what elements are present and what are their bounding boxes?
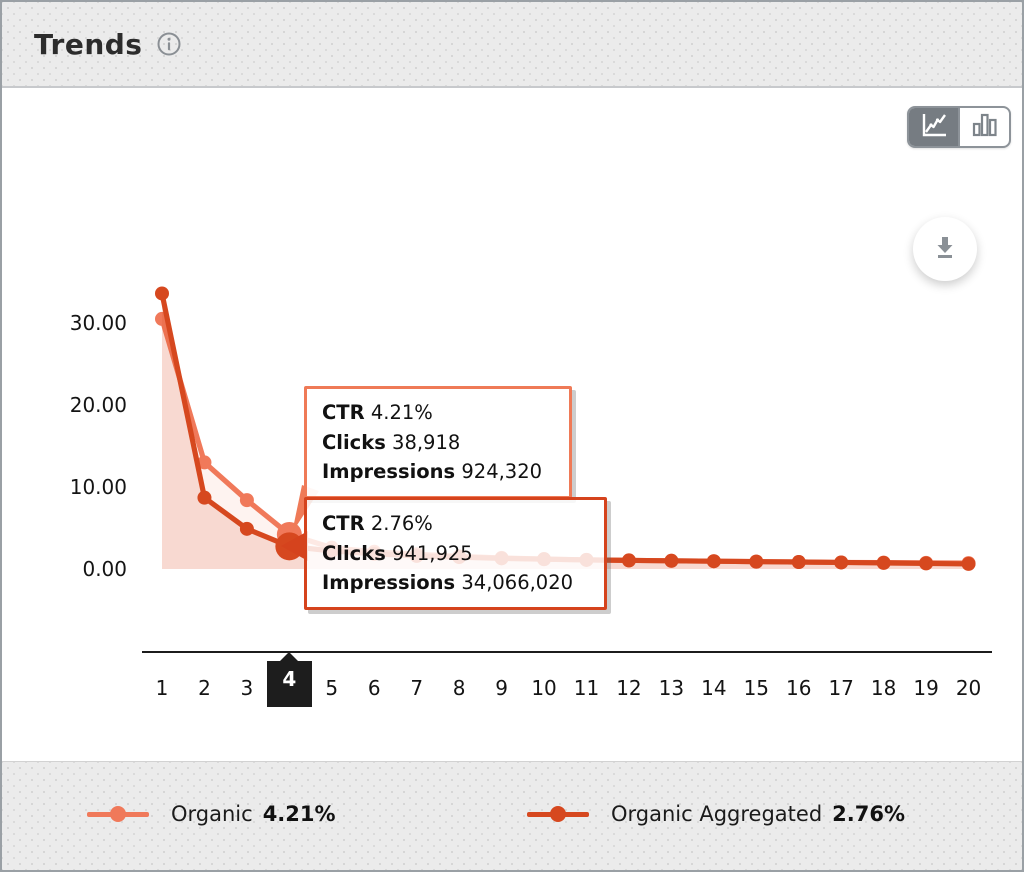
data-point bbox=[706, 554, 721, 569]
data-point bbox=[155, 286, 169, 301]
line-chart-toggle-button[interactable] bbox=[909, 108, 958, 146]
tooltip-row: Impressions 924,320 bbox=[322, 460, 543, 483]
y-axis-label: 30.00 bbox=[69, 311, 127, 335]
info-icon[interactable] bbox=[156, 31, 182, 57]
x-axis-label[interactable]: 9 bbox=[495, 676, 508, 700]
tooltip-row: CTR 2.76% bbox=[322, 512, 433, 535]
x-axis-label[interactable]: 13 bbox=[658, 676, 685, 700]
legend-label: Organic bbox=[171, 802, 253, 826]
tooltip-aggregated-pointer bbox=[281, 531, 308, 561]
x-axis-label[interactable]: 20 bbox=[955, 676, 982, 700]
x-axis-label[interactable]: 19 bbox=[913, 676, 939, 700]
chart-area: 30.00 20.00 10.00 0.00 1 2 3 4 5 6 7 8 9 10 11 12 13 14 1… bbox=[2, 90, 1022, 759]
x-axis-label[interactable]: 12 bbox=[616, 676, 642, 700]
data-point bbox=[239, 493, 254, 508]
data-point bbox=[621, 553, 636, 568]
data-point bbox=[197, 455, 212, 470]
data-point bbox=[664, 553, 679, 568]
y-axis-label: 0.00 bbox=[82, 557, 127, 581]
data-point bbox=[876, 555, 891, 570]
data-point bbox=[749, 554, 764, 569]
x-axis-label[interactable]: 16 bbox=[786, 676, 812, 700]
panel-header: Trends bbox=[2, 2, 1022, 88]
legend-value: 2.76% bbox=[832, 802, 906, 826]
series-area-aggregated bbox=[162, 293, 969, 569]
chart-type-toggle bbox=[907, 106, 1011, 148]
tooltip-organic: CTR 4.21% Clicks 38,918 Impressions 924,… bbox=[304, 386, 572, 499]
data-point bbox=[919, 556, 934, 571]
tooltip-row: CTR 4.21% bbox=[322, 401, 433, 424]
legend-item-organic[interactable]: Organic 4.21% bbox=[87, 802, 336, 826]
tooltip-organic-aggregated: CTR 2.76% Clicks 941,925 Impressions 34,… bbox=[304, 497, 607, 610]
data-point bbox=[197, 490, 212, 505]
x-axis-label[interactable]: 6 bbox=[367, 676, 381, 700]
line-chart-icon bbox=[919, 111, 949, 143]
data-point bbox=[791, 555, 806, 570]
tooltip-row: Impressions 34,066,020 bbox=[322, 571, 574, 594]
x-axis-label[interactable]: 8 bbox=[452, 676, 466, 700]
x-axis-label[interactable]: 11 bbox=[573, 676, 600, 700]
bar-chart-toggle-button[interactable] bbox=[958, 108, 1009, 146]
legend-marker bbox=[87, 805, 149, 823]
bar-chart-icon bbox=[970, 111, 1000, 143]
y-axis-label: 20.00 bbox=[69, 393, 127, 417]
page-title: Trends bbox=[34, 27, 143, 61]
series-area-organic bbox=[162, 318, 969, 569]
legend-item-organic-aggregated[interactable]: Organic Aggregated 2.76% bbox=[527, 802, 905, 826]
y-axis-label: 10.00 bbox=[69, 475, 127, 499]
data-point bbox=[834, 555, 849, 570]
x-axis-label[interactable]: 14 bbox=[701, 676, 727, 700]
x-axis-label[interactable]: 7 bbox=[410, 676, 424, 700]
x-axis-label[interactable]: 10 bbox=[531, 676, 557, 700]
x-axis-label[interactable]: 18 bbox=[870, 676, 897, 700]
chart-legend: Organic 4.21% Organic Aggregated 2.76% bbox=[2, 761, 1022, 870]
x-axis-label[interactable]: 3 bbox=[240, 676, 254, 700]
tooltip-row: Clicks 941,925 bbox=[322, 541, 473, 565]
x-axis-label[interactable]: 17 bbox=[828, 676, 854, 700]
x-axis-label[interactable]: 1 bbox=[155, 676, 169, 700]
download-button[interactable] bbox=[913, 217, 977, 281]
data-point bbox=[961, 556, 976, 571]
data-point bbox=[239, 521, 254, 536]
x-axis-label[interactable]: 5 bbox=[325, 676, 339, 700]
x-axis-label[interactable]: 2 bbox=[198, 676, 211, 700]
selected-position-badge[interactable]: 4 bbox=[266, 652, 312, 707]
legend-marker bbox=[527, 805, 589, 823]
legend-label: Organic Aggregated bbox=[611, 802, 823, 826]
x-axis-label[interactable]: 15 bbox=[743, 676, 770, 700]
download-icon bbox=[932, 234, 958, 264]
tooltip-row: Clicks 38,918 bbox=[322, 430, 461, 454]
legend-value: 4.21% bbox=[262, 802, 336, 826]
